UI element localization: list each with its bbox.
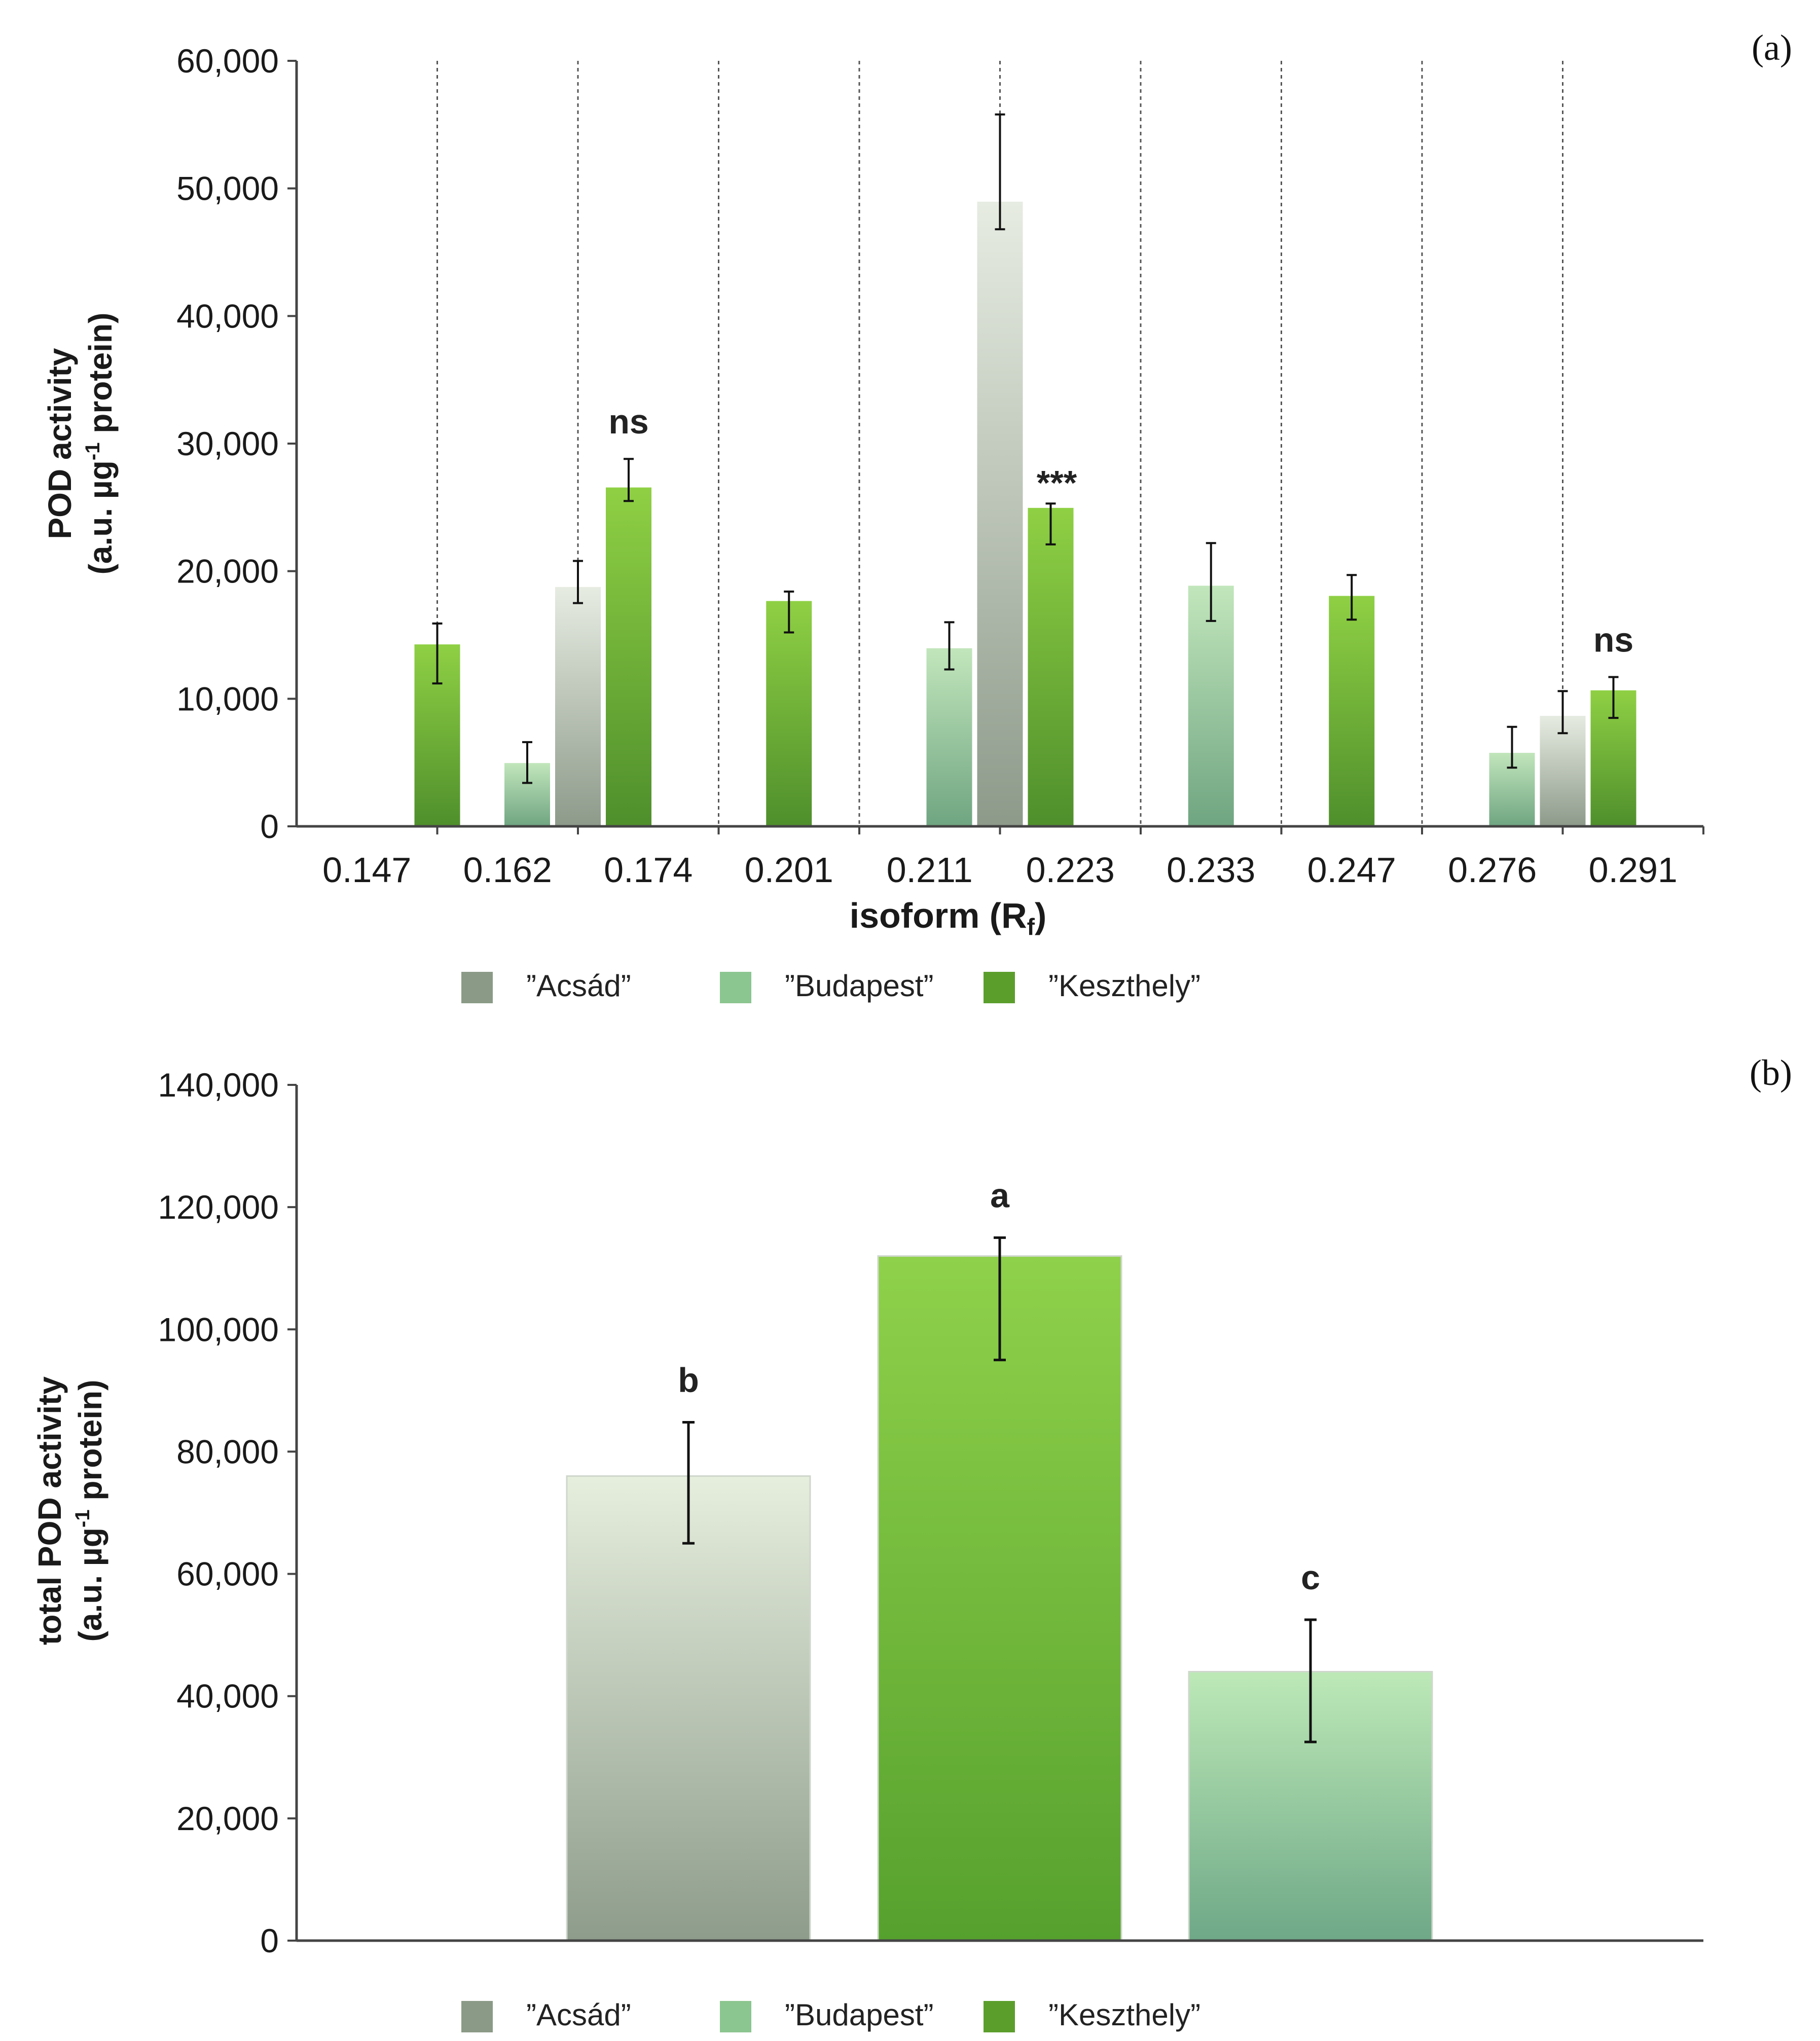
error-bars-b bbox=[682, 1236, 1317, 1743]
bars-a bbox=[413, 200, 1637, 827]
legend-swatch-acs-d bbox=[461, 2001, 493, 2032]
legend-label-keszthely: ”Keszthely” bbox=[1048, 1998, 1200, 2032]
y-tick-label: 60,000 bbox=[176, 42, 279, 80]
bar-keszthely-group-1 bbox=[605, 486, 652, 827]
chart-panel-a: (a) 0 10,000 20,000 30,000 40,000 50,000 60,00… bbox=[42, 27, 1792, 1003]
y-tick-label: 60,000 bbox=[176, 1555, 279, 1593]
bar-acs-d-group-1 bbox=[554, 586, 602, 827]
x-tick-label-0-223: 0.223 bbox=[1026, 850, 1115, 890]
y-tick-label: 0 bbox=[260, 808, 279, 845]
letter-label-budapest: c bbox=[1301, 1558, 1320, 1597]
letter-label-acs-d: b bbox=[678, 1361, 699, 1400]
legend-label-budapest: ”Budapest” bbox=[785, 969, 934, 1003]
legend-swatch-acs-d bbox=[461, 972, 493, 1003]
x-tick-label-0-174: 0.174 bbox=[604, 850, 693, 890]
panel-label-a: (a) bbox=[1752, 27, 1792, 68]
x-tick-label-0-247: 0.247 bbox=[1307, 850, 1396, 890]
panel-label-b: (b) bbox=[1750, 1052, 1792, 1093]
chart-panel-b: (b) 0 20,000 40,000 60,000 80,000 100,000 120,… bbox=[31, 1052, 1792, 2032]
x-tick-label-0-201: 0.201 bbox=[745, 850, 833, 890]
bar-budapest-group-3 bbox=[925, 647, 973, 827]
legend-label-keszthely: ”Keszthely” bbox=[1048, 969, 1200, 1003]
y-axis-ticks-a: 0 10,000 20,000 30,000 40,000 50,000 60,000 bbox=[176, 42, 297, 845]
y-tick-label: 30,000 bbox=[176, 425, 279, 462]
bar-acs-d-group-3 bbox=[976, 200, 1024, 827]
y-tick-label: 10,000 bbox=[176, 680, 279, 717]
x-tick-label-0-291: 0.291 bbox=[1589, 850, 1678, 890]
y-tick-label: 120,000 bbox=[158, 1188, 279, 1226]
legend-label-acs-d: ”Acsád” bbox=[526, 969, 631, 1003]
significance-label: ns bbox=[608, 403, 648, 441]
significance-label: ns bbox=[1593, 621, 1633, 660]
bar-budapest-group-4 bbox=[1187, 585, 1235, 827]
legend-a: ”Acsád” ”Budapest” ”Keszthely” bbox=[461, 969, 1200, 1003]
y-tick-label: 0 bbox=[260, 1922, 279, 1959]
letter-labels-b: b a c bbox=[678, 1176, 1320, 1597]
legend-label-budapest: ”Budapest” bbox=[785, 1998, 934, 2032]
svg-text:(a.u. µg-1 protein): (a.u. µg-1 protein) bbox=[71, 1380, 108, 1642]
x-tick-label-0-233: 0.233 bbox=[1167, 850, 1255, 890]
y-tick-label: 20,000 bbox=[176, 553, 279, 590]
y-tick-label: 100,000 bbox=[158, 1310, 279, 1348]
legend-swatch-budapest bbox=[720, 972, 751, 1003]
letter-label-keszthely: a bbox=[990, 1176, 1010, 1215]
x-axis-title-a: isoform (Rf) bbox=[850, 896, 1047, 940]
svg-text:(a.u. µg-1 protein): (a.u. µg-1 protein) bbox=[82, 313, 119, 575]
error-bars-a bbox=[432, 113, 1619, 784]
svg-text:POD activity: POD activity bbox=[42, 348, 78, 539]
legend-b: ”Acsád” ”Budapest” ”Keszthely” bbox=[461, 1998, 1200, 2032]
y-tick-label: 40,000 bbox=[176, 1678, 279, 1715]
x-tick-label-0-211: 0.211 bbox=[887, 850, 973, 890]
y-tick-label: 40,000 bbox=[176, 297, 279, 335]
svg-text:total POD activity: total POD activity bbox=[31, 1376, 68, 1645]
x-tick-label-0-276: 0.276 bbox=[1448, 850, 1537, 890]
y-tick-label: 50,000 bbox=[176, 170, 279, 207]
bars-b bbox=[566, 1255, 1433, 1942]
y-tick-label: 140,000 bbox=[158, 1066, 279, 1104]
x-axis-ticks-a: 0.147 0.162 0.174 0.201 0.211 0.223 0.233 0.247… bbox=[322, 826, 1704, 890]
legend-swatch-budapest bbox=[720, 2001, 751, 2032]
bar-total-acs-d bbox=[566, 1475, 811, 1942]
x-tick-label-0-147: 0.147 bbox=[322, 850, 411, 890]
bar-keszthely-group-3 bbox=[1027, 506, 1075, 827]
y-tick-label: 80,000 bbox=[176, 1433, 279, 1470]
legend-label-acs-d: ”Acsád” bbox=[526, 1998, 631, 2032]
bar-total-keszthely bbox=[877, 1255, 1122, 1942]
legend-swatch-keszthely bbox=[984, 972, 1015, 1003]
legend-swatch-keszthely bbox=[984, 2001, 1015, 2032]
bar-keszthely-group-2 bbox=[765, 600, 813, 827]
y-tick-label: 20,000 bbox=[176, 1800, 279, 1837]
significance-labels-a: ns *** ns bbox=[608, 403, 1633, 659]
x-tick-label-0-162: 0.162 bbox=[463, 850, 552, 890]
significance-label: *** bbox=[1037, 463, 1077, 502]
y-axis-title-a: POD activity (a.u. µg-1 protein) bbox=[42, 313, 119, 575]
y-axis-ticks-b: 0 20,000 40,000 60,000 80,000 100,000 120,000 1… bbox=[158, 1066, 297, 1959]
bar-keszthely-group-5 bbox=[1328, 595, 1376, 827]
y-axis-title-b: total POD activity (a.u. µg-1 protein) bbox=[31, 1376, 108, 1645]
